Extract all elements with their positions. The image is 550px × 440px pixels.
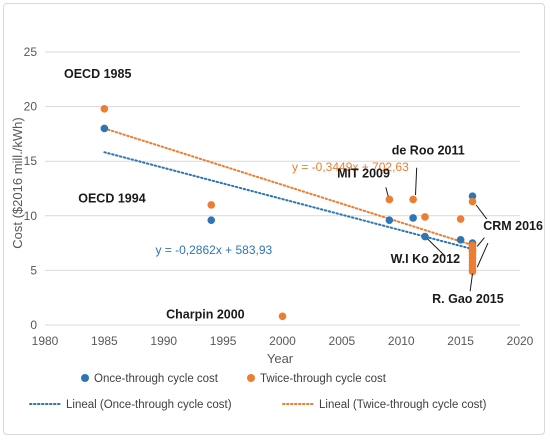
annotation-leader	[469, 273, 473, 292]
trendline-equation: y = -0,2862x + 583,93	[155, 243, 272, 257]
point-annotation: MIT 2009	[337, 167, 390, 181]
legend-label: Lineal (Twice-through cycle cost)	[319, 399, 487, 411]
twice-through-point	[278, 312, 287, 321]
x-tick-label: 1995	[210, 334, 237, 348]
legend-marker	[247, 374, 255, 382]
point-annotation: R. Gao 2015	[432, 292, 504, 306]
x-tick-label: 1980	[32, 334, 59, 348]
y-tick-label: 0	[30, 318, 37, 332]
trendline	[103, 127, 474, 247]
once-through-point	[468, 192, 477, 200]
legend-marker	[81, 374, 89, 382]
annotations: y = -0,2862x + 583,93 y = -0,3449x + 702,…	[64, 67, 543, 321]
twice-through-point	[100, 104, 109, 113]
once-through-point	[207, 216, 216, 224]
once-through-point	[409, 214, 417, 222]
x-axis-title: Year	[267, 351, 294, 366]
x-tick-label: 1985	[91, 334, 118, 348]
y-tick-label: 10	[24, 209, 38, 223]
chart-frame	[3, 3, 545, 435]
point-annotation: OECD 1985	[64, 67, 131, 81]
annotation-leader	[475, 204, 488, 220]
x-tick-label: 1990	[150, 334, 177, 348]
annotation-leader	[385, 187, 389, 197]
once-through-point	[385, 216, 394, 224]
twice-through-point	[421, 213, 429, 221]
twice-through-point	[468, 267, 477, 276]
once-through-point	[100, 124, 109, 133]
annotation-leader	[427, 238, 446, 257]
x-tick-label: 2020	[507, 334, 534, 348]
x-tick-label: 2010	[388, 334, 415, 348]
legend: Once-through cycle cost Twice-through cyc…	[29, 373, 487, 411]
annotation-leader	[476, 242, 489, 268]
point-annotation: de Roo 2011	[392, 144, 465, 158]
point-annotation: W.I Ko 2012	[391, 252, 461, 266]
y-axis-title: Cost ($2016 mill./kWh)	[10, 117, 25, 248]
point-annotation: OECD 1994	[78, 192, 145, 206]
x-tick-label: 2005	[329, 334, 356, 348]
y-tick-label: 5	[30, 263, 37, 277]
y-tick-label: 25	[24, 45, 38, 59]
once-through-point	[421, 232, 429, 241]
annotation-leaders	[385, 167, 489, 292]
legend-label: Twice-through cycle cost	[260, 373, 387, 385]
trendline-equation: y = -0,3449x + 702,63	[292, 160, 409, 174]
point-annotation: CRM 2016	[483, 219, 543, 233]
gridlines	[45, 51, 520, 326]
annotation-leader	[476, 237, 485, 247]
data-points	[100, 104, 477, 321]
twice-through-point	[409, 195, 417, 204]
x-tick-label: 2000	[269, 334, 296, 348]
x-tick-label: 2015	[447, 334, 474, 348]
once-through-point	[456, 236, 465, 244]
y-tick-label: 20	[24, 100, 38, 114]
annotation-leader	[415, 167, 418, 196]
twice-through-point	[468, 197, 477, 206]
trendline	[103, 151, 474, 251]
twice-through-point	[456, 215, 465, 223]
trendlines	[103, 127, 474, 251]
legend-label: Once-through cycle cost	[94, 373, 219, 385]
y-tick-label: 15	[24, 154, 38, 168]
legend-label: Lineal (Once-through cycle cost)	[66, 399, 232, 411]
twice-through-point	[207, 201, 216, 209]
twice-through-point	[385, 195, 394, 204]
point-annotation: Charpin 2000	[166, 307, 245, 321]
tick-labels: 0 5 10 15 20 25 1980 1985 1990 1995 2000 2005 2010 20…	[24, 45, 534, 348]
